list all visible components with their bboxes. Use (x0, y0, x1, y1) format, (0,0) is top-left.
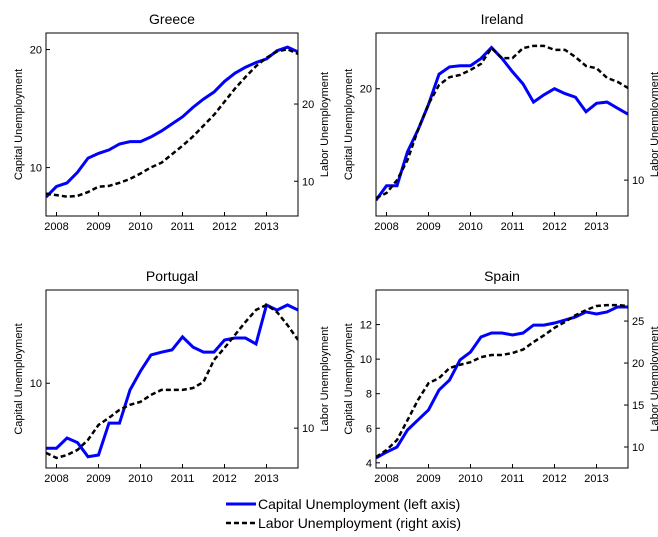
x-tick-label: 2013 (254, 221, 278, 233)
x-tick-label: 2008 (44, 473, 68, 485)
y2-tick-label: 10 (632, 175, 644, 187)
x-tick-label: 2013 (584, 473, 608, 485)
data-line (46, 45, 298, 199)
x-tick-label: 2009 (416, 473, 440, 485)
y-tick-label: 4 (366, 458, 372, 470)
y2-tick-label: 10 (302, 176, 314, 188)
y-tick-label: 12 (360, 320, 372, 332)
y2-axis-label: Labor Unemployment (319, 326, 331, 431)
chart-title: Ireland (481, 11, 524, 27)
plot-frame (375, 32, 629, 217)
y2-tick-label: 25 (632, 316, 644, 328)
x-tick-label: 2008 (374, 221, 398, 233)
x-tick-label: 2011 (501, 221, 525, 233)
x-tick-label: 2013 (254, 473, 278, 485)
y2-tick-label: 10 (632, 442, 644, 454)
x-tick-label: 2009 (416, 221, 440, 233)
y-axis-label: Capital Unemployment (343, 69, 355, 180)
x-tick-label: 2008 (374, 473, 398, 485)
x-tick-label: 2009 (86, 221, 110, 233)
y2-axis-label: Labor Unemployment (649, 72, 658, 177)
data-line (46, 302, 298, 459)
legend-label: Labor Unemployment (right axis) (258, 515, 461, 531)
chart-title: Greece (149, 11, 195, 27)
y-tick-label: 20 (360, 84, 372, 96)
y2-tick-label: 20 (302, 99, 314, 111)
x-tick-label: 2013 (584, 221, 608, 233)
y-axis-label: Capital Unemployment (13, 69, 25, 180)
y2-axis-label: Labor Unemployment (319, 72, 331, 177)
x-tick-label: 2009 (86, 473, 110, 485)
y-axis-label: Capital Unemployment (343, 323, 355, 434)
x-tick-label: 2010 (458, 221, 482, 233)
data-line (376, 303, 628, 459)
x-tick-label: 2010 (458, 473, 482, 485)
x-tick-label: 2011 (501, 473, 525, 485)
data-line (376, 44, 628, 200)
data-line (376, 305, 628, 460)
x-tick-label: 2012 (212, 473, 236, 485)
x-tick-label: 2012 (542, 473, 566, 485)
y2-tick-label: 15 (632, 400, 644, 412)
y-tick-label: 6 (366, 423, 372, 435)
y2-tick-label: 10 (302, 423, 314, 435)
data-line (376, 45, 628, 202)
plot-frame (45, 289, 299, 469)
data-line (46, 303, 298, 460)
y2-axis-label: Labor Unemployment (649, 326, 658, 431)
x-tick-label: 2011 (171, 221, 195, 233)
plot-frame (45, 32, 299, 217)
x-tick-label: 2010 (128, 221, 152, 233)
y-tick-label: 8 (366, 389, 372, 401)
x-tick-label: 2008 (44, 221, 68, 233)
x-tick-label: 2012 (542, 221, 566, 233)
y-axis-label: Capital Unemployment (13, 323, 25, 434)
y-tick-label: 20 (30, 45, 42, 57)
y-tick-label: 10 (360, 354, 372, 366)
y2-tick-label: 20 (632, 358, 644, 370)
x-tick-label: 2010 (128, 473, 152, 485)
y-tick-label: 10 (30, 163, 42, 175)
x-tick-label: 2011 (171, 473, 195, 485)
chart-title: Portugal (146, 268, 198, 284)
data-line (46, 47, 298, 198)
plot-frame (375, 289, 629, 469)
legend-label: Capital Unemployment (left axis) (258, 496, 460, 512)
x-tick-label: 2012 (212, 221, 236, 233)
y-tick-label: 10 (30, 378, 42, 390)
chart-title: Spain (484, 268, 520, 284)
